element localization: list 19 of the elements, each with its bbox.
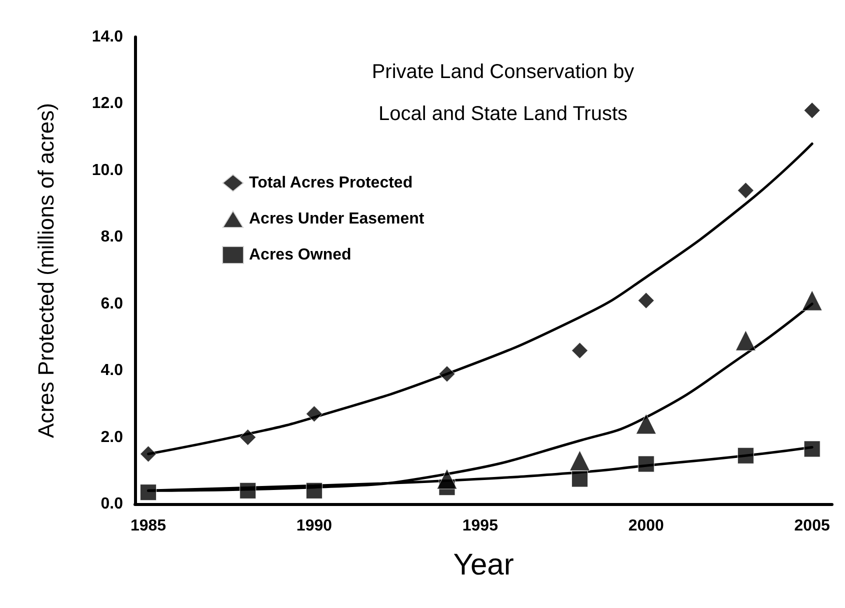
y-tick-label: 2.0 (100, 428, 124, 446)
legend-label: Acres Owned (249, 246, 352, 264)
x-tick-label: 2000 (628, 518, 664, 534)
y-tick-label: 10.0 (92, 162, 124, 179)
x-tick-label: 2005 (794, 518, 830, 534)
x-tick-label: 1985 (130, 518, 166, 534)
x-axis-title: Year (453, 548, 514, 582)
y-axis-title: Acres Protected (millions of acres) (34, 103, 58, 438)
legend-label: Acres Under Easement (249, 210, 425, 228)
legend-label: Total Acres Protected (249, 174, 413, 192)
text: Private Land Conservation by Local and State Land Trusts (372, 61, 634, 125)
y-tick-label: 0.0 (100, 496, 124, 512)
y-tick-label: 14.0 (92, 28, 124, 46)
y-tick-label: 6.0 (100, 295, 124, 312)
y-tick-label: 8.0 (100, 228, 124, 246)
x-tick-label: 1990 (296, 518, 332, 534)
y-tick-label: 12.0 (92, 95, 124, 112)
y-tick-label: 4.0 (100, 362, 124, 380)
x-tick-label: 1995 (462, 518, 498, 534)
